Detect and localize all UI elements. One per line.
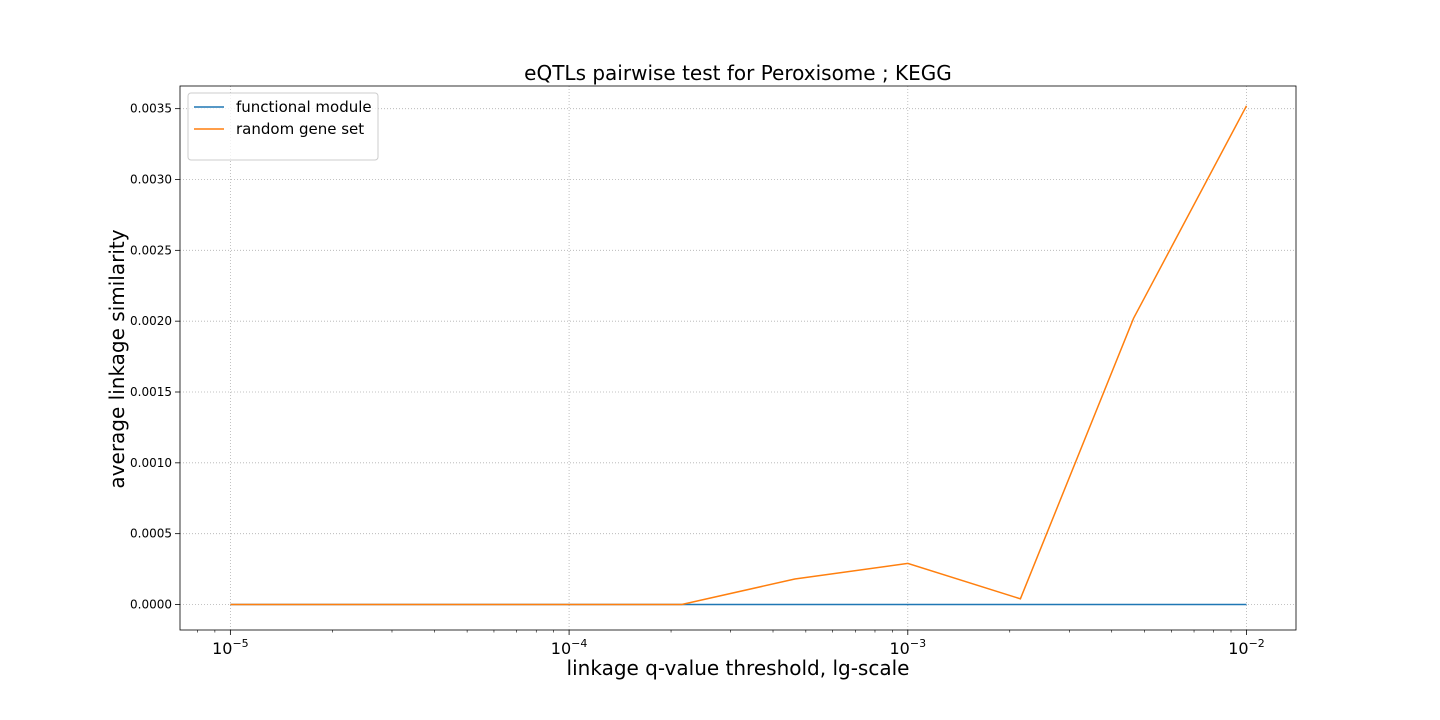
y-tick-label: 0.0005 (130, 527, 172, 541)
x-tick-label: 10−5 (212, 637, 249, 658)
x-axis-label: linkage q-value threshold, lg-scale (567, 656, 910, 680)
y-tick-label: 0.0020 (130, 314, 172, 328)
y-tick-label: 0.0030 (130, 173, 172, 187)
x-tick-label: 10−2 (1228, 637, 1265, 658)
chart-title: eQTLs pairwise test for Peroxisome ; KEG… (524, 61, 952, 85)
series-layer (230, 105, 1248, 606)
plot-frame (179, 85, 1297, 631)
y-axis: 0.0000 0.0005 0.0010 0.0015 0.0020 0.0025 0.00… (130, 102, 180, 612)
series-line-random-gene-set (230, 105, 1248, 606)
y-tick-label: 0.0035 (130, 102, 172, 116)
plot-area (180, 86, 1296, 630)
legend-entry: random gene set (236, 120, 364, 138)
legend-box (187, 92, 379, 161)
y-tick-label: 0.0015 (130, 385, 172, 399)
y-axis-label: average linkage similarity (105, 229, 129, 488)
x-tick-label: 10−4 (551, 637, 588, 658)
legend: functional module random gene set (187, 92, 379, 161)
x-minor-ticks (197, 630, 1232, 633)
y-tick-label: 0.0010 (130, 456, 172, 470)
x-axis: 10−5 10−4 10−3 10−2 (212, 630, 1265, 658)
x-tick-label: 10−3 (890, 637, 927, 658)
y-tick-label: 0.0000 (130, 598, 172, 612)
legend-entry: functional module (236, 98, 372, 116)
y-tick-label: 0.0025 (130, 243, 172, 257)
